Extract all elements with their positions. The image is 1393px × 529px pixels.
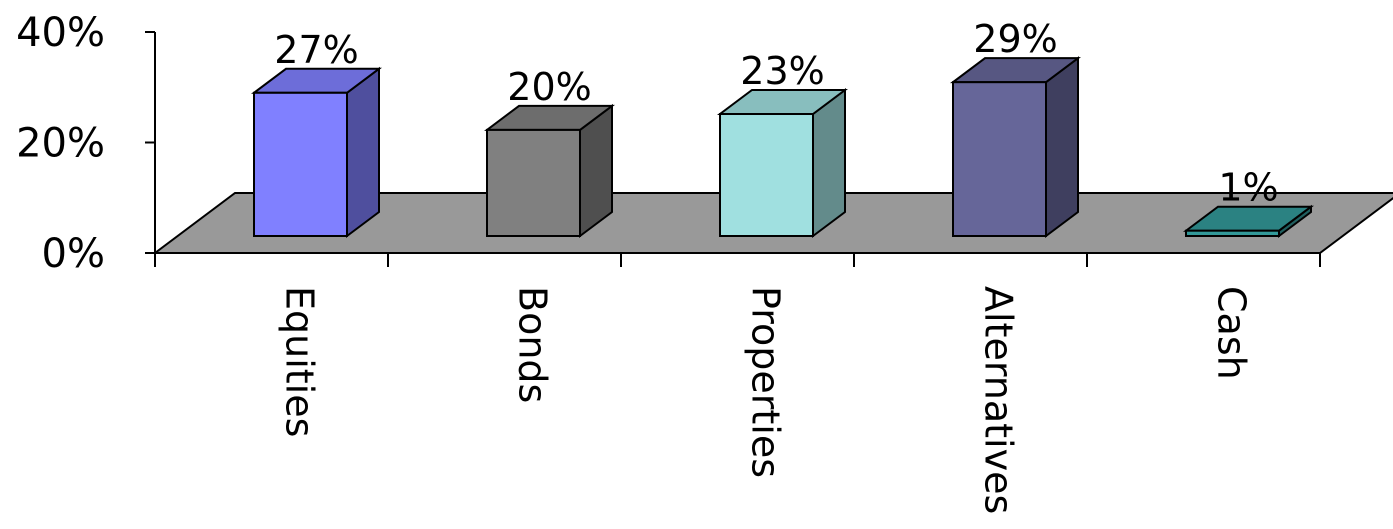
x-category-label: Alternatives — [977, 286, 1021, 514]
bar-alternatives — [950, 56, 1081, 238]
bar-properties — [717, 88, 848, 238]
data-label: 20% — [507, 65, 591, 109]
bars-layer — [251, 56, 1314, 238]
axis-layer — [145, 31, 1321, 267]
bar-side — [1045, 56, 1079, 238]
x-category-label: Bonds — [511, 286, 555, 403]
x-category-label: Properties — [744, 286, 788, 478]
bar-cash — [1183, 204, 1314, 238]
bar-front — [952, 81, 1047, 237]
bar-side — [346, 66, 380, 238]
x-category-label: Equities — [278, 286, 322, 437]
y-tick-label: 0% — [42, 231, 105, 277]
bar-front — [1185, 229, 1280, 237]
bar-bonds — [484, 103, 615, 238]
bar-front — [253, 91, 348, 237]
bar-front — [486, 128, 581, 237]
y-tick-label: 40% — [16, 10, 105, 56]
y-tick-label: 20% — [16, 121, 105, 167]
data-label: 1% — [1218, 166, 1278, 210]
data-label: 23% — [740, 49, 824, 93]
x-category-label: Cash — [1210, 286, 1254, 380]
data-label: 27% — [274, 28, 358, 72]
bar-equities — [251, 66, 382, 238]
data-label: 29% — [973, 17, 1057, 61]
labels-layer: 0% 20% 40% 27% Equities 20% Bonds 23% Properties… — [16, 10, 1279, 514]
bar-side — [812, 88, 846, 238]
bar-front — [719, 113, 814, 237]
